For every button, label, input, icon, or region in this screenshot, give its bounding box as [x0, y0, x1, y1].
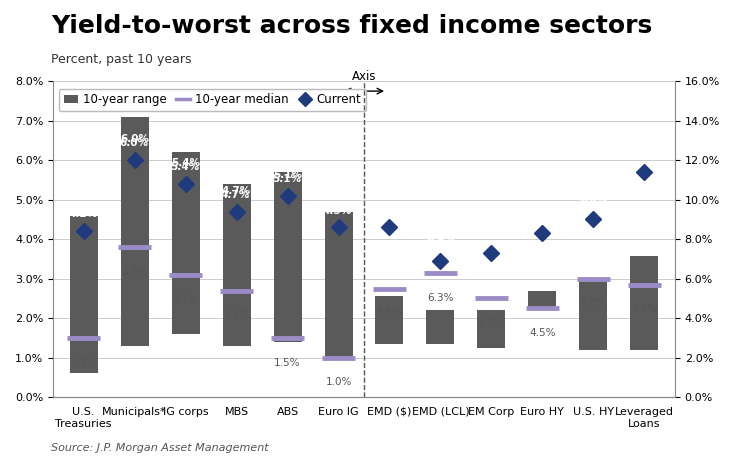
Text: 6.9%: 6.9%	[426, 235, 455, 245]
Text: 8.6%: 8.6%	[375, 201, 404, 212]
Text: 11.4%: 11.4%	[626, 146, 662, 156]
Bar	[426, 310, 454, 344]
Text: 5.4%: 5.4%	[170, 162, 199, 172]
Bar	[528, 291, 556, 308]
Bar	[223, 184, 251, 346]
Text: 5.1%: 5.1%	[273, 170, 302, 180]
Bar	[324, 212, 353, 358]
Text: Axis: Axis	[352, 70, 376, 83]
Text: 4.3%: 4.3%	[324, 201, 353, 212]
Bar	[478, 310, 506, 348]
Text: 2.7%: 2.7%	[223, 310, 250, 320]
Text: 5.7%: 5.7%	[631, 304, 658, 314]
Text: 4.2%: 4.2%	[69, 206, 98, 215]
Legend: 10-year range, 10-year median, Current: 10-year range, 10-year median, Current	[59, 89, 366, 111]
Text: 5.5%: 5.5%	[376, 308, 403, 318]
Text: 3.8%: 3.8%	[121, 267, 148, 277]
Text: Percent, past 10 years: Percent, past 10 years	[51, 53, 192, 66]
Text: 4.2%: 4.2%	[68, 209, 97, 219]
Bar	[121, 117, 148, 346]
Text: 5.0%: 5.0%	[478, 318, 505, 328]
Text: 9.0%: 9.0%	[579, 194, 608, 204]
Text: 4.3%: 4.3%	[323, 206, 352, 215]
Text: 1.5%: 1.5%	[274, 358, 301, 368]
Text: 5.1%: 5.1%	[272, 174, 301, 184]
Text: 4.7%: 4.7%	[221, 190, 250, 200]
Bar	[273, 172, 301, 342]
Text: 5.4%: 5.4%	[171, 158, 200, 168]
Text: 4.5%: 4.5%	[529, 328, 556, 338]
Text: 1.0%: 1.0%	[326, 377, 352, 388]
Bar	[376, 297, 404, 344]
Text: 6.0%: 6.0%	[120, 134, 149, 145]
Text: 1.5%: 1.5%	[71, 358, 97, 368]
Text: Source: J.P. Morgan Asset Management: Source: J.P. Morgan Asset Management	[51, 443, 269, 453]
Text: 6.0%: 6.0%	[580, 298, 606, 309]
Text: 6.0%: 6.0%	[119, 138, 148, 148]
Text: 8.3%: 8.3%	[528, 207, 557, 218]
Text: Yield-to-worst across fixed income sectors: Yield-to-worst across fixed income secto…	[51, 14, 653, 38]
Text: 6.3%: 6.3%	[427, 292, 453, 303]
Bar	[171, 152, 200, 334]
Bar	[631, 256, 659, 350]
Bar	[70, 215, 98, 373]
Text: 4.7%: 4.7%	[222, 186, 251, 196]
Bar	[579, 281, 607, 350]
Text: 7.3%: 7.3%	[477, 227, 506, 237]
Text: 3.1%: 3.1%	[173, 294, 199, 304]
